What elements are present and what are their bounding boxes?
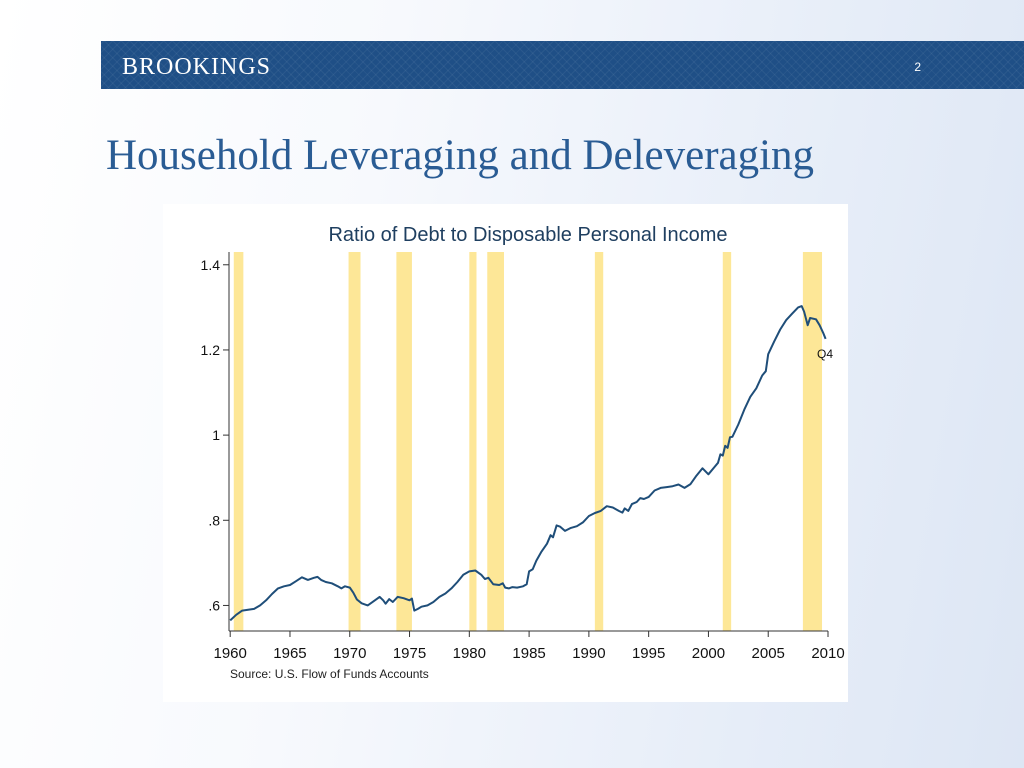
- brookings-logo: BROOKINGS: [122, 54, 272, 80]
- x-tick-label-2: 1970: [333, 645, 366, 662]
- y-tick-label-3: 1.2: [201, 342, 221, 358]
- recession-band-3: [469, 252, 477, 631]
- x-tick-label-0: 1960: [214, 645, 247, 662]
- header-banner: BROOKINGS 2: [101, 41, 1024, 89]
- chart-panel: Ratio of Debt to Disposable Personal Inc…: [163, 204, 848, 702]
- recession-band-0: [233, 252, 244, 631]
- slide-title: Household Leveraging and Deleveraging: [106, 132, 815, 179]
- x-tick-label-9: 2005: [752, 645, 785, 662]
- x-tick-label-10: 2010: [811, 645, 844, 662]
- y-tick-label-0: .6: [208, 597, 220, 613]
- x-tick-label-4: 1980: [453, 645, 486, 662]
- recession-band-7: [802, 252, 823, 631]
- source-note: Source: U.S. Flow of Funds Accounts: [230, 667, 429, 681]
- debt-ratio-line: [229, 305, 827, 622]
- y-tick-label-1: .8: [208, 512, 220, 528]
- x-tick-label-3: 1975: [393, 645, 426, 662]
- recession-band-6: [722, 252, 732, 631]
- recession-band-1: [348, 252, 361, 631]
- y-tick-label-4: 1.4: [201, 257, 221, 273]
- x-tick-label-1: 1965: [273, 645, 306, 662]
- x-tick-label-7: 1995: [632, 645, 665, 662]
- debt-ratio-chart: .6 .8 1 1.2 1.4 1960 1965 1970 1975 1980 1985 1990 1…: [201, 252, 845, 662]
- x-tick-label-8: 2000: [692, 645, 725, 662]
- recession-band-2: [396, 252, 412, 631]
- recession-band-5: [594, 252, 604, 631]
- y-tick-label-2: 1: [212, 427, 220, 443]
- x-tick-label-6: 1990: [572, 645, 605, 662]
- chart-title: Ratio of Debt to Disposable Personal Inc…: [328, 224, 728, 246]
- recession-band-4: [487, 252, 504, 631]
- x-tick-label-5: 1985: [512, 645, 545, 662]
- q4-annotation: Q4: [817, 347, 833, 361]
- slide-number: 2: [914, 60, 921, 74]
